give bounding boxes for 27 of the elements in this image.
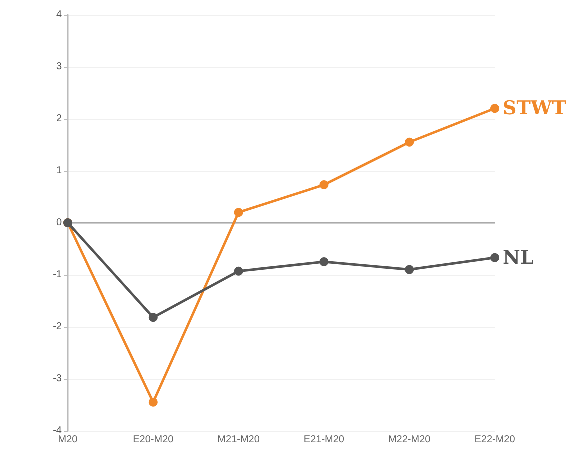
x-tick-label: E22-M20 bbox=[474, 434, 516, 446]
series-label: NL bbox=[503, 246, 534, 269]
point bbox=[148, 313, 158, 322]
x-tick-label: M21-M20 bbox=[218, 434, 260, 446]
y-tick-label: 4 bbox=[56, 10, 62, 20]
point bbox=[490, 104, 500, 114]
x-tick-label: E20-M20 bbox=[133, 434, 174, 446]
y-tick-label: -4 bbox=[53, 426, 62, 436]
y-tick-label: 1 bbox=[56, 166, 62, 176]
x-tick-label: E21-M20 bbox=[304, 434, 345, 446]
point bbox=[320, 258, 329, 266]
point bbox=[490, 253, 500, 262]
point bbox=[148, 398, 158, 407]
x-tick-label: M22-M20 bbox=[388, 434, 432, 446]
point bbox=[405, 138, 414, 147]
y-tick-label: -2 bbox=[53, 322, 62, 332]
y-tick-label: -1 bbox=[53, 270, 62, 280]
x-tick-label: M20 bbox=[58, 434, 78, 446]
y-tick-label: 2 bbox=[56, 114, 62, 124]
point bbox=[405, 265, 414, 274]
y-tick-label: 0 bbox=[56, 218, 62, 228]
point bbox=[234, 208, 244, 218]
point bbox=[234, 266, 244, 276]
series-label: STWT bbox=[503, 98, 566, 120]
y-tick-label: 3 bbox=[56, 62, 62, 72]
y-tick-label: -3 bbox=[53, 374, 62, 384]
point bbox=[320, 180, 329, 190]
